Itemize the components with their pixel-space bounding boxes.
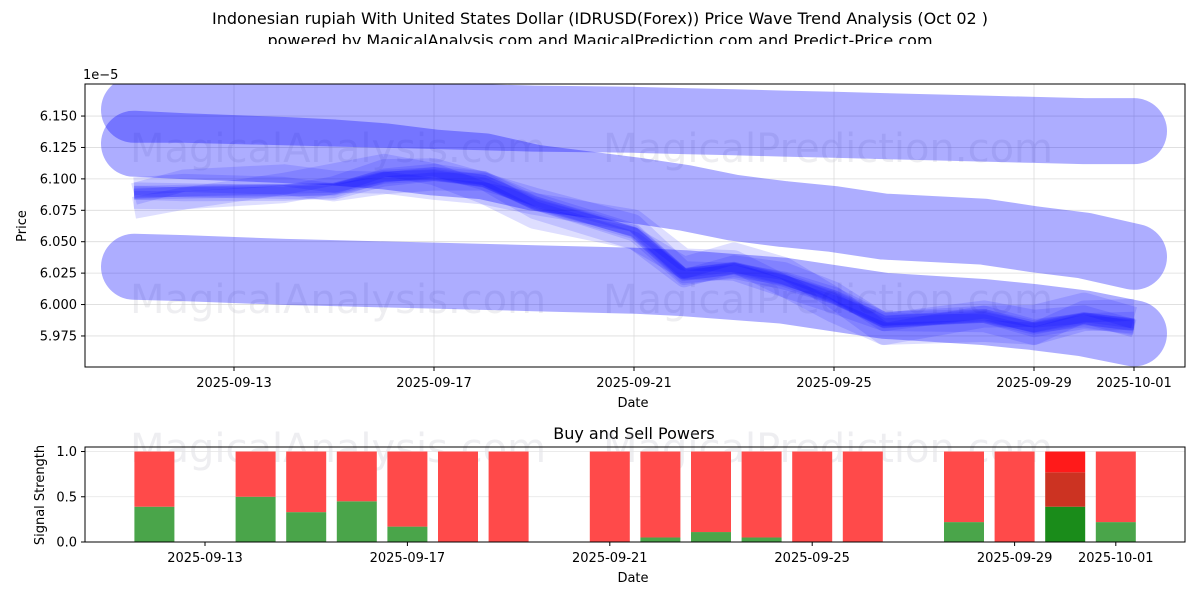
price-y-label: Price [15, 210, 30, 242]
price-strand [133, 167, 1136, 336]
signal-x-label: Date [617, 571, 648, 586]
bar-sell [640, 451, 681, 538]
upper-wave-band [101, 76, 1167, 165]
bar-strong-buy [1045, 506, 1086, 542]
bar-buy [134, 506, 175, 542]
price-watermarks: MagicalAnalysis.com MagicalPrediction.co… [130, 126, 1053, 323]
bar-sell [286, 451, 327, 513]
bar-sell [1095, 451, 1136, 523]
y-tick-label: 5.975 [40, 329, 77, 344]
price-x-axis: 2025-09-13 2025-09-17 2025-09-21 2025-09-25… [196, 367, 1172, 391]
price-x-label: Date [617, 396, 648, 411]
price-grid [85, 84, 1185, 367]
bar-buy [944, 522, 984, 542]
bar-buy [235, 496, 276, 542]
y-tick-label: 6.150 [40, 110, 77, 125]
price-plot-frame [84, 83, 1186, 368]
bar-sell [134, 451, 175, 507]
bar-sell [944, 451, 984, 523]
middle-wave-band [101, 110, 1167, 290]
signal-x-axis: 2025-09-13 2025-09-17 2025-09-21 2025-09-25… [167, 542, 1154, 566]
watermark: MagicalAnalysis.com [130, 126, 546, 172]
x-tick-label: 2025-09-29 [977, 551, 1053, 566]
y-tick-label: 6.100 [40, 172, 77, 187]
price-strand [131, 153, 1135, 345]
x-tick-label: 2025-09-17 [396, 376, 472, 391]
signal-bars [134, 451, 1136, 542]
signal-plot-title: Buy and Sell Powers [553, 424, 715, 443]
x-tick-label: 2025-09-13 [196, 376, 272, 391]
price-strand [133, 172, 1137, 338]
price-strand [133, 163, 1135, 338]
bar-sell [235, 451, 276, 497]
x-tick-label: 2025-09-25 [796, 376, 872, 391]
top-mask [85, 44, 1185, 84]
y-tick-label: 0.5 [56, 490, 77, 505]
x-tick-label: 2025-09-29 [996, 376, 1072, 391]
bar-buy [741, 537, 782, 542]
y-tick-label: 6.025 [40, 267, 77, 282]
bottom-mask [85, 367, 1185, 408]
x-tick-label: 2025-09-21 [596, 376, 672, 391]
signal-plot: Buy and Sell Powers MagicalAnalysis.com … [33, 424, 1186, 586]
bar-sell [741, 451, 782, 538]
bar-buy [387, 526, 428, 542]
bar-buy [1095, 522, 1136, 542]
x-tick-label: 2025-09-13 [167, 551, 243, 566]
bar-buy [286, 512, 327, 542]
price-strand [133, 170, 1135, 333]
watermark: MagicalPrediction.com [603, 126, 1053, 172]
watermark: MagicalAnalysis.com [130, 277, 546, 323]
bar-sell [842, 451, 883, 542]
price-plot-area [85, 84, 1185, 367]
bar-sell [994, 451, 1035, 542]
watermark: MagicalPrediction.com [603, 277, 1053, 323]
y-scale-label: 1e−5 [83, 68, 118, 83]
bar-sell [691, 451, 731, 533]
bar-sell [438, 451, 478, 542]
y-tick-label: 6.000 [40, 298, 77, 313]
price-strand [133, 158, 1135, 346]
bar-mid-sell [1045, 472, 1086, 507]
x-tick-label: 2025-09-21 [572, 551, 648, 566]
bar-sell [792, 451, 833, 542]
bar-sell [589, 451, 630, 542]
price-strand [131, 164, 1138, 346]
signal-y-axis: 0.0 0.5 1.0 [56, 445, 85, 551]
y-tick-label: 6.050 [40, 235, 77, 250]
x-tick-label: 2025-10-01 [1096, 376, 1172, 391]
bar-strong-sell [1045, 451, 1086, 473]
signal-plot-frame [84, 446, 1186, 543]
signal-y-label: Signal Strength [33, 445, 48, 545]
y-tick-label: 6.075 [40, 204, 77, 219]
price-bands [0, 44, 1185, 408]
left-mask [0, 44, 85, 407]
chart-title: Indonesian rupiah With United States Dol… [211, 9, 989, 28]
bar-buy [640, 537, 681, 542]
y-tick-label: 1.0 [56, 445, 77, 460]
price-strand [133, 169, 1135, 333]
lower-wave-band [101, 233, 1167, 367]
bar-sell [387, 451, 428, 527]
bar-sell [488, 451, 529, 542]
x-tick-label: 2025-09-25 [774, 551, 850, 566]
bar-buy [336, 501, 377, 542]
bar-sell [336, 451, 377, 502]
price-plot: MagicalAnalysis.com MagicalPrediction.co… [0, 44, 1186, 411]
bar-buy [691, 532, 731, 542]
y-tick-label: 0.0 [56, 536, 77, 551]
x-tick-label: 2025-09-17 [370, 551, 446, 566]
price-strand [133, 167, 1135, 335]
y-tick-label: 6.125 [40, 141, 77, 156]
price-y-axis: 5.975 6.000 6.025 6.050 6.075 6.100 6.125 6.150 [40, 110, 85, 344]
x-tick-label: 2025-10-01 [1078, 551, 1154, 566]
